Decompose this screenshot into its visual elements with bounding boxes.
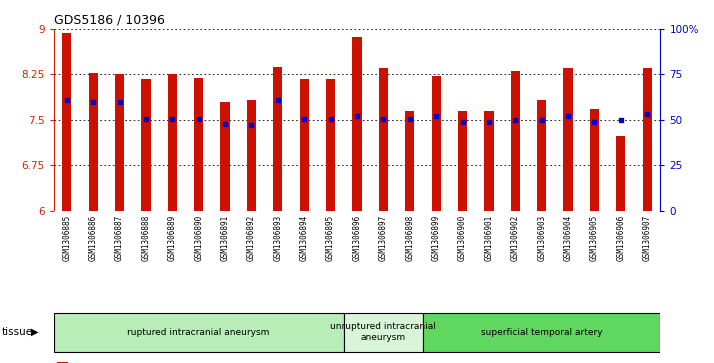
Text: ▶: ▶	[31, 327, 39, 337]
Bar	[590, 109, 599, 211]
Bar	[273, 67, 283, 211]
Bar	[247, 101, 256, 211]
Bar	[141, 79, 151, 211]
Text: GSM1306890: GSM1306890	[194, 215, 203, 261]
Text: GSM1306886: GSM1306886	[89, 215, 98, 261]
Text: superficial temporal artery: superficial temporal artery	[481, 328, 603, 337]
Text: unruptured intracranial
aneurysm: unruptured intracranial aneurysm	[331, 322, 436, 342]
Bar	[616, 136, 625, 211]
Bar	[194, 78, 203, 211]
Text: ruptured intracranial aneurysm: ruptured intracranial aneurysm	[128, 328, 270, 337]
Bar	[56, 362, 68, 363]
Bar	[168, 74, 177, 211]
Bar	[458, 111, 467, 211]
Bar	[54, 313, 344, 352]
Bar	[511, 72, 520, 211]
Text: GSM1306901: GSM1306901	[484, 215, 493, 261]
Text: GSM1306900: GSM1306900	[458, 215, 467, 261]
Text: GSM1306898: GSM1306898	[406, 215, 414, 261]
Text: GSM1306906: GSM1306906	[616, 215, 625, 261]
Bar	[353, 37, 361, 211]
Bar	[563, 68, 573, 211]
Bar	[484, 111, 493, 211]
Text: GSM1306894: GSM1306894	[300, 215, 308, 261]
Bar	[431, 76, 441, 211]
Text: GSM1306902: GSM1306902	[511, 215, 520, 261]
Text: GSM1306907: GSM1306907	[643, 215, 652, 261]
Bar	[405, 111, 414, 211]
Bar	[62, 33, 71, 211]
Bar	[378, 68, 388, 211]
Text: GSM1306899: GSM1306899	[432, 215, 441, 261]
Text: GSM1306896: GSM1306896	[353, 215, 361, 261]
Text: GSM1306891: GSM1306891	[221, 215, 230, 261]
Bar	[643, 68, 652, 211]
Text: tissue: tissue	[1, 327, 33, 337]
Bar	[537, 101, 546, 211]
Bar	[344, 313, 423, 352]
Text: GSM1306885: GSM1306885	[62, 215, 71, 261]
Bar	[300, 79, 309, 211]
Text: GDS5186 / 10396: GDS5186 / 10396	[54, 13, 164, 26]
Text: GSM1306887: GSM1306887	[115, 215, 124, 261]
Text: GSM1306903: GSM1306903	[537, 215, 546, 261]
Text: GSM1306905: GSM1306905	[590, 215, 599, 261]
Text: GSM1306892: GSM1306892	[247, 215, 256, 261]
Bar	[221, 102, 230, 211]
Text: GSM1306895: GSM1306895	[326, 215, 335, 261]
Bar	[89, 73, 98, 211]
Bar	[115, 74, 124, 211]
Text: GSM1306889: GSM1306889	[168, 215, 177, 261]
Bar	[423, 313, 660, 352]
Bar	[326, 79, 336, 211]
Text: GSM1306897: GSM1306897	[379, 215, 388, 261]
Text: GSM1306904: GSM1306904	[563, 215, 573, 261]
Text: GSM1306893: GSM1306893	[273, 215, 282, 261]
Text: GSM1306888: GSM1306888	[141, 215, 151, 261]
